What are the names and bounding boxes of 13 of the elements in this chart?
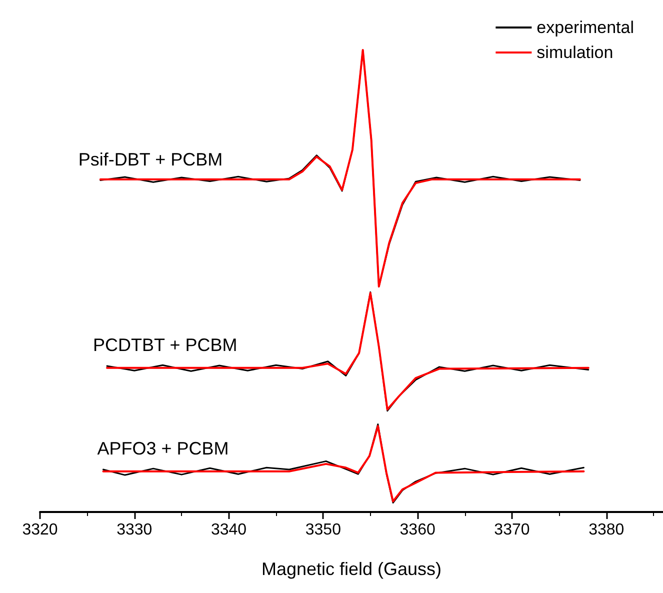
x-axis-title: Magnetic field (Gauss) bbox=[261, 559, 442, 579]
x-tick-label: 3350 bbox=[305, 522, 342, 538]
annotation: APFO3 + PCBM bbox=[97, 438, 229, 458]
annotation: PCDTBT + PCBM bbox=[93, 335, 238, 356]
x-tick-label: 3370 bbox=[494, 522, 530, 538]
x-tick-label: 3380 bbox=[588, 522, 624, 538]
legend-label: simulation bbox=[536, 43, 614, 62]
x-tick-label: 3360 bbox=[400, 522, 436, 538]
x-tick-label: 3320 bbox=[22, 522, 58, 538]
legend-label: experimental bbox=[536, 18, 634, 37]
annotation: Psif-DBT + PCBM bbox=[78, 149, 223, 170]
x-tick-label: 3340 bbox=[210, 522, 247, 538]
x-tick-label: 3330 bbox=[116, 522, 152, 538]
